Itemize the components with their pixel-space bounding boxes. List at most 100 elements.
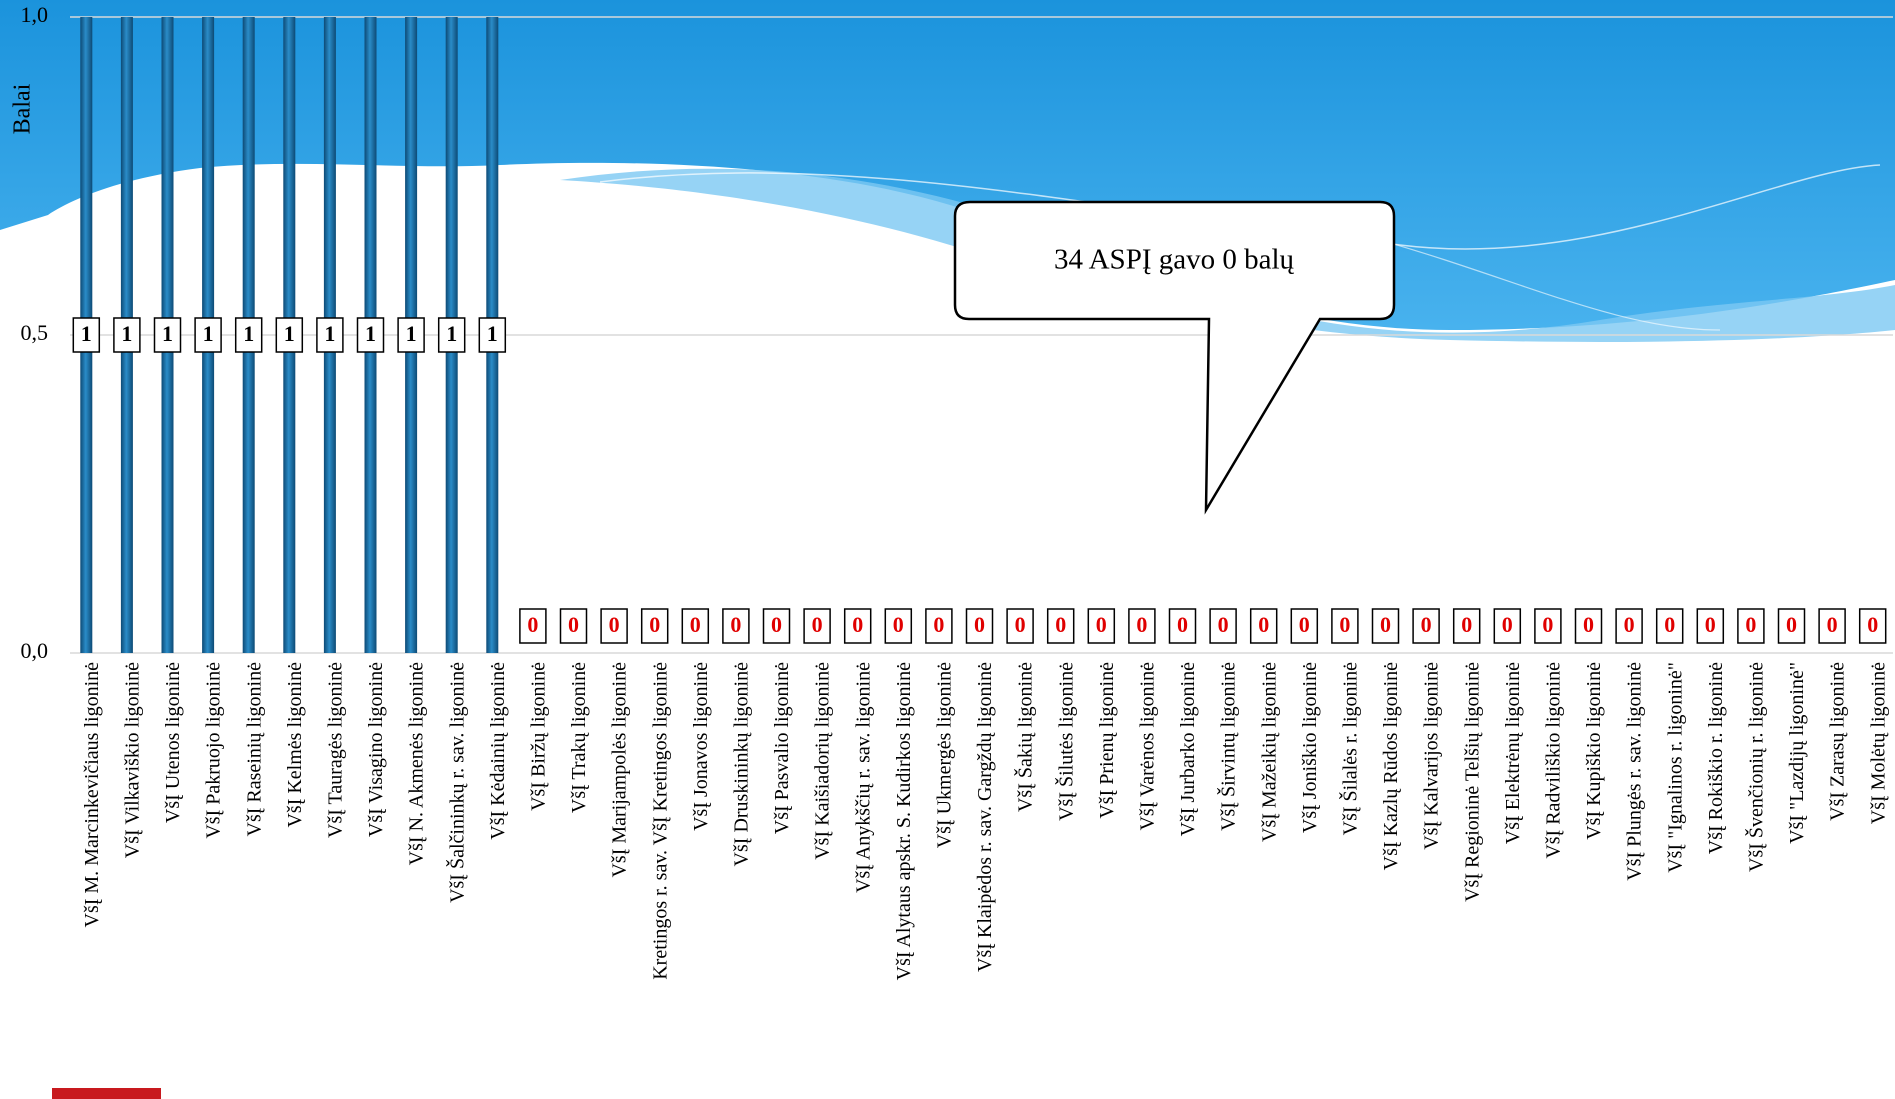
- value-label-box: [437, 317, 466, 353]
- value-label-box: [1696, 608, 1725, 644]
- x-tick-label: VšĮ Molėtų ligoninė: [1867, 662, 1889, 824]
- value-label-box: [316, 317, 344, 353]
- value-label-box: [397, 317, 425, 353]
- x-tick-label: VšĮ Utenos ligoninė: [162, 662, 184, 823]
- value-label: 0: [1177, 612, 1188, 637]
- x-tick-label: VšĮ M. Marcinkevičiaus ligoninė: [81, 662, 103, 928]
- value-label: 0: [649, 612, 660, 637]
- value-label-box: [1655, 608, 1684, 644]
- x-tick-label: VšĮ Švenčionių r. ligoninė: [1743, 662, 1767, 872]
- value-label: 1: [121, 321, 132, 346]
- value-label: 0: [974, 612, 985, 637]
- x-tick-label: VšĮ Vilkaviškio ligoninė: [121, 662, 143, 858]
- value-label: 0: [690, 612, 701, 637]
- x-tick-label: VšĮ Širvintų ligoninė: [1216, 662, 1240, 831]
- y-tick-label: 1,0: [21, 2, 49, 27]
- x-tick-label: VšĮ Plungės r. sav. ligoninė: [1624, 662, 1646, 881]
- value-label-box: [1452, 608, 1481, 644]
- x-tick-label: VšĮ Marijampolės ligoninė: [609, 662, 631, 878]
- value-label-box: [640, 608, 669, 644]
- value-label-box: [1006, 608, 1034, 644]
- value-label: 1: [203, 321, 214, 346]
- value-label-box: [1615, 608, 1643, 644]
- value-label-box: [194, 317, 222, 353]
- value-label: 1: [284, 321, 295, 346]
- value-label: 0: [568, 612, 579, 637]
- x-tick-label: VšĮ Zarasų ligoninė: [1827, 662, 1849, 821]
- value-label-box: [803, 608, 831, 644]
- callout: 34 ASPĮ gavo 0 balų: [953, 200, 1396, 515]
- x-tick-label: VšĮ Šilalės r. ligoninė: [1337, 662, 1361, 835]
- x-tick-label: VšĮ "Lazdijų ligoninė": [1786, 662, 1808, 844]
- x-tick-label: VšĮ Visagino ligoninė: [365, 662, 387, 837]
- value-label-box: [275, 317, 304, 353]
- value-label-box: [113, 317, 141, 353]
- value-label-box: [843, 608, 872, 644]
- x-tick-label: VšĮ Jonavos ligoninė: [690, 662, 712, 831]
- y-axis-title: Balai: [10, 83, 36, 134]
- value-label: 0: [1786, 612, 1797, 637]
- value-label-box: [519, 608, 547, 644]
- value-label-box: [1168, 608, 1197, 644]
- value-label: 0: [933, 612, 944, 637]
- value-label: 0: [1502, 612, 1513, 637]
- x-tick-label: Kretingos r. sav. VšĮ Kretingos ligoninė: [649, 662, 671, 980]
- value-label-box: [884, 608, 913, 644]
- value-label: 1: [446, 321, 457, 346]
- value-label: 0: [1583, 612, 1594, 637]
- value-label: 0: [730, 612, 741, 637]
- value-label: 0: [1461, 612, 1472, 637]
- annotation: 34 ASPĮ gavo 0 balų: [1054, 244, 1295, 276]
- x-tick-label: VšĮ Šalčininkų r. sav. ligoninė: [444, 662, 468, 903]
- x-tick-label: VšĮ Prienų ligoninė: [1096, 662, 1118, 819]
- value-label: 0: [1096, 612, 1107, 637]
- value-label-box: [1249, 608, 1278, 644]
- x-tick-label: VšĮ Kėdainių ligoninė: [487, 662, 509, 840]
- value-label: 1: [365, 321, 376, 346]
- value-label-box: [1737, 608, 1765, 644]
- value-label: 1: [324, 321, 335, 346]
- x-tick-label: VšĮ Druskininkų ligoninė: [730, 662, 752, 867]
- value-label-box: [1371, 608, 1400, 644]
- x-tick-label: VšĮ Šakių ligoninė: [1013, 662, 1037, 812]
- value-label-box: [72, 317, 101, 353]
- value-label-box: [356, 317, 385, 353]
- value-label-box: [1087, 608, 1116, 644]
- value-label: 0: [1380, 612, 1391, 637]
- x-tick-label: VšĮ Mažeikių ligoninė: [1258, 662, 1280, 842]
- value-label: 0: [1339, 612, 1350, 637]
- value-label: 1: [81, 321, 92, 346]
- value-label-box: [965, 608, 994, 644]
- value-label: 0: [527, 612, 538, 637]
- value-label-box: [1412, 608, 1440, 644]
- x-tick-label: VšĮ Kelmės ligoninė: [284, 662, 306, 828]
- x-tick-label: VšĮ Varėnos ligoninė: [1136, 662, 1158, 831]
- value-label: 0: [771, 612, 782, 637]
- value-label: 0: [812, 612, 823, 637]
- value-label-box: [1128, 608, 1156, 644]
- value-label-box: [234, 317, 263, 353]
- value-label-box: [925, 608, 953, 644]
- value-label-box: [1777, 608, 1806, 644]
- x-tick-label: VšĮ Raseinių ligoninė: [243, 662, 265, 837]
- value-label: 0: [1745, 612, 1756, 637]
- y-tick-label: 0,0: [21, 638, 49, 663]
- value-label: 0: [1218, 612, 1229, 637]
- x-tick-label: VšĮ Šilutės ligoninė: [1053, 662, 1077, 821]
- value-label-box: [1046, 608, 1075, 644]
- x-tick-label: VšĮ Regioninė Telšių ligoninė: [1461, 662, 1483, 902]
- x-tick-label: VšĮ Alytaus apskr. S. Kudirkos ligoninė: [893, 662, 915, 980]
- x-tick-label: VšĮ Biržų ligoninė: [527, 662, 549, 811]
- y-tick-label: 0,5: [21, 320, 49, 345]
- x-tick-label: VšĮ Ukmergės ligoninė: [933, 662, 955, 848]
- x-tick-label: VšĮ Kazlų Rūdos ligoninė: [1380, 662, 1402, 870]
- x-tick-label: VšĮ Pakruojo ligoninė: [203, 662, 225, 839]
- value-label-box: [1331, 608, 1359, 644]
- value-label-box: [1534, 608, 1562, 644]
- value-label-box: [478, 317, 507, 353]
- value-label: 0: [1299, 612, 1310, 637]
- value-label: 0: [1542, 612, 1553, 637]
- value-label: 0: [852, 612, 863, 637]
- x-tick-label: VšĮ Radviliškio ligoninė: [1542, 662, 1564, 859]
